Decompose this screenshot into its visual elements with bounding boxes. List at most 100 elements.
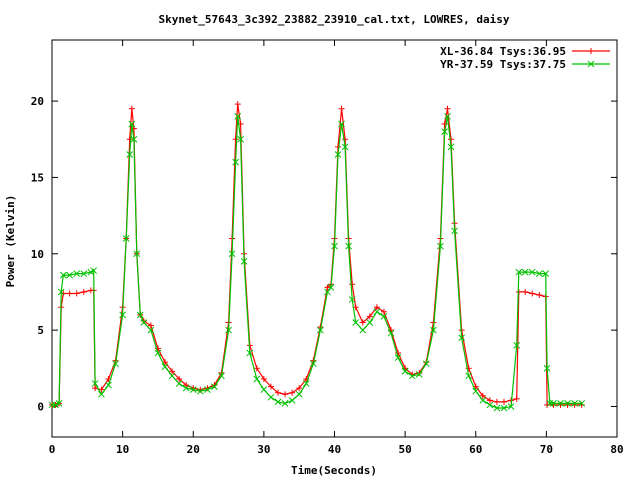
data-point — [126, 151, 134, 158]
data-point — [334, 151, 342, 158]
data-point — [387, 329, 395, 337]
data-point — [359, 319, 366, 326]
data-point — [472, 387, 480, 395]
data-point — [521, 268, 529, 276]
data-point — [295, 390, 303, 398]
data-point — [267, 393, 275, 401]
data-point — [136, 311, 144, 319]
data-point — [169, 368, 176, 375]
data-point — [408, 372, 416, 380]
data-point — [564, 400, 571, 407]
data-point — [380, 313, 388, 320]
x-tick-label: 80 — [610, 443, 623, 456]
series-yr — [48, 112, 586, 412]
data-point — [246, 349, 254, 357]
y-tick-label: 0 — [37, 400, 44, 413]
data-point — [394, 354, 402, 361]
data-point — [451, 227, 458, 235]
data-point — [352, 319, 360, 326]
data-point — [253, 375, 261, 383]
data-point — [296, 385, 303, 392]
data-point — [338, 105, 345, 112]
series-xl — [49, 101, 585, 408]
data-point — [92, 385, 99, 392]
data-point — [267, 383, 274, 390]
data-point — [359, 326, 367, 334]
data-point — [493, 398, 500, 405]
data-point — [529, 290, 536, 297]
data-point — [448, 136, 455, 143]
data-point — [515, 268, 523, 276]
data-point — [176, 375, 183, 382]
data-point — [588, 48, 594, 54]
data-point — [415, 371, 423, 378]
series-line — [52, 116, 582, 409]
axis-ticks: 0 10 20 30 40 50 60 70 80 0 5 10 15 20 — [31, 40, 624, 456]
data-point — [98, 386, 105, 393]
y-axis-label: Power (Kelvin) — [4, 195, 17, 288]
data-point — [327, 284, 335, 291]
x-tick-label: 70 — [540, 443, 553, 456]
data-point — [486, 401, 494, 409]
data-point — [281, 400, 289, 407]
data-point — [422, 360, 430, 368]
y-tick-label: 20 — [31, 95, 44, 108]
data-point — [260, 375, 267, 382]
data-point — [500, 404, 508, 412]
data-point — [441, 128, 449, 135]
data-point — [228, 250, 236, 258]
data-point — [513, 395, 520, 402]
data-point — [168, 372, 176, 380]
data-point — [112, 360, 119, 368]
data-point — [317, 326, 324, 334]
data-point — [274, 398, 282, 406]
data-point — [331, 242, 338, 250]
data-point — [447, 143, 455, 151]
data-point — [465, 372, 473, 380]
data-point — [128, 105, 135, 112]
data-point — [380, 308, 387, 315]
data-point — [232, 158, 239, 166]
data-point — [234, 101, 241, 108]
data-point — [253, 365, 260, 372]
data-point — [501, 398, 507, 405]
data-point — [444, 112, 451, 120]
data-point — [90, 267, 98, 274]
data-point — [395, 350, 402, 357]
data-point — [341, 143, 349, 151]
data-point — [522, 288, 529, 295]
data-point — [196, 387, 204, 395]
data-point — [73, 270, 81, 277]
data-point — [133, 250, 141, 258]
data-point — [458, 334, 465, 342]
data-point — [237, 135, 244, 143]
x-tick-label: 20 — [187, 443, 200, 456]
data-point — [225, 326, 232, 334]
data-point — [80, 270, 88, 277]
data-point — [543, 364, 551, 372]
x-tick-label: 0 — [49, 443, 56, 456]
data-point — [275, 389, 281, 396]
data-point — [189, 386, 197, 394]
data-point — [401, 367, 409, 375]
x-tick-label: 10 — [116, 443, 129, 456]
data-point — [324, 288, 331, 296]
data-point — [348, 296, 356, 303]
data-point — [282, 391, 289, 398]
data-point — [66, 271, 74, 279]
data-point — [444, 105, 451, 112]
data-point — [302, 380, 310, 387]
data-point — [493, 404, 501, 412]
data-point — [119, 311, 126, 319]
x-tick-label: 30 — [257, 443, 270, 456]
x-axis-label: Time(Seconds) — [291, 464, 377, 477]
data-point — [479, 392, 486, 399]
data-point — [218, 372, 225, 380]
data-point — [338, 120, 345, 128]
data-point — [486, 397, 493, 404]
data-point — [260, 386, 268, 394]
data-point — [528, 268, 536, 276]
data-point — [128, 120, 136, 128]
data-point — [140, 319, 148, 326]
